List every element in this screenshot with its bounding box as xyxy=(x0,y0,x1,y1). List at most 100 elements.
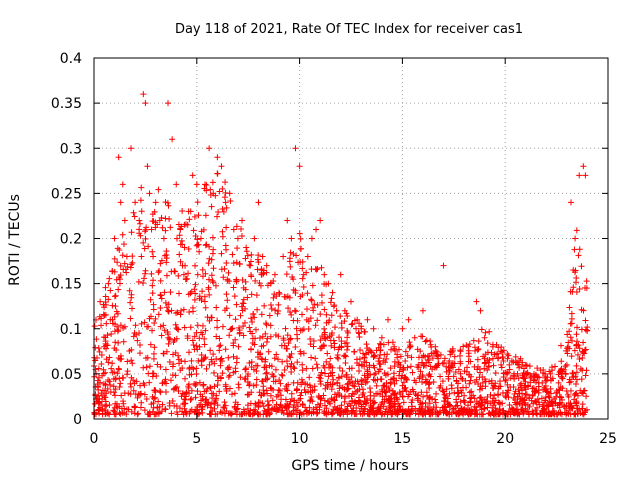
data-point xyxy=(226,190,233,197)
data-point xyxy=(329,372,336,379)
data-point xyxy=(284,345,291,352)
data-point xyxy=(571,347,578,354)
data-point xyxy=(582,407,589,414)
data-point xyxy=(213,304,220,311)
data-point xyxy=(260,390,267,397)
data-point xyxy=(378,334,385,341)
data-point xyxy=(181,244,188,251)
data-point xyxy=(495,344,502,351)
data-point xyxy=(259,253,266,260)
data-point xyxy=(458,375,465,382)
data-point xyxy=(260,403,267,410)
data-point xyxy=(205,400,212,407)
data-point xyxy=(311,383,318,390)
data-point xyxy=(157,363,164,370)
data-point xyxy=(263,262,270,269)
data-point xyxy=(120,338,127,345)
data-point xyxy=(308,354,315,361)
data-point xyxy=(105,296,112,303)
data-point xyxy=(432,396,439,403)
data-point xyxy=(248,251,255,258)
data-point xyxy=(136,391,143,398)
data-point xyxy=(130,209,137,216)
chart-title: Day 118 of 2021, Rate Of TEC Index for r… xyxy=(175,22,523,37)
data-point xyxy=(127,299,134,306)
data-point xyxy=(162,299,169,306)
data-point xyxy=(336,382,343,389)
data-point xyxy=(236,330,243,337)
data-point xyxy=(288,311,295,318)
data-point xyxy=(263,369,270,376)
data-point xyxy=(352,398,359,405)
data-point xyxy=(370,353,377,360)
data-point xyxy=(533,399,540,406)
data-point xyxy=(271,291,278,298)
data-point xyxy=(403,411,410,418)
data-point xyxy=(206,243,213,250)
data-point xyxy=(319,299,326,306)
data-point xyxy=(95,365,102,372)
data-point xyxy=(154,404,161,411)
data-point xyxy=(344,328,351,335)
data-point xyxy=(290,364,297,371)
data-point xyxy=(202,270,209,277)
data-point xyxy=(364,410,371,417)
data-point xyxy=(350,382,357,389)
data-point xyxy=(510,383,517,390)
data-point xyxy=(244,379,251,386)
data-point xyxy=(120,324,127,331)
data-point xyxy=(476,374,483,381)
data-point xyxy=(458,389,465,396)
data-point xyxy=(503,394,510,401)
data-point xyxy=(248,273,255,280)
data-point xyxy=(568,310,575,317)
data-point xyxy=(138,184,145,191)
data-point xyxy=(538,407,545,414)
data-point xyxy=(210,265,217,272)
data-point xyxy=(154,361,161,368)
data-point xyxy=(391,403,398,410)
data-point xyxy=(134,337,141,344)
data-point xyxy=(317,311,324,318)
data-point xyxy=(566,328,573,335)
data-point xyxy=(293,399,300,406)
data-point xyxy=(419,354,426,361)
data-point xyxy=(245,370,252,377)
data-point xyxy=(204,314,211,321)
data-point xyxy=(221,404,228,411)
data-point xyxy=(563,402,570,409)
data-point xyxy=(380,357,387,364)
data-point xyxy=(214,402,221,409)
y-tick-label: 0.15 xyxy=(51,277,82,293)
data-point xyxy=(296,230,303,237)
data-point xyxy=(348,298,354,305)
data-point xyxy=(272,331,279,338)
data-point xyxy=(544,389,551,396)
data-point xyxy=(572,235,579,242)
data-point xyxy=(152,315,159,322)
data-point xyxy=(529,408,536,415)
data-point xyxy=(463,368,470,375)
data-point xyxy=(241,376,248,383)
data-point xyxy=(394,351,401,358)
data-point xyxy=(386,405,393,412)
data-point xyxy=(261,364,268,371)
data-point xyxy=(242,375,249,382)
data-point xyxy=(547,370,554,377)
data-point xyxy=(573,227,580,234)
data-point xyxy=(150,404,157,411)
data-point xyxy=(336,364,343,371)
data-point xyxy=(317,396,324,403)
data-point xyxy=(387,404,394,411)
data-point xyxy=(327,337,334,344)
data-point xyxy=(194,322,201,329)
data-point xyxy=(379,399,386,406)
data-point xyxy=(495,392,502,399)
data-point xyxy=(461,392,468,399)
data-point xyxy=(136,217,143,224)
data-point xyxy=(256,280,263,287)
data-point xyxy=(348,374,355,381)
data-point xyxy=(370,325,377,332)
data-point xyxy=(419,307,426,314)
data-point xyxy=(233,411,240,418)
